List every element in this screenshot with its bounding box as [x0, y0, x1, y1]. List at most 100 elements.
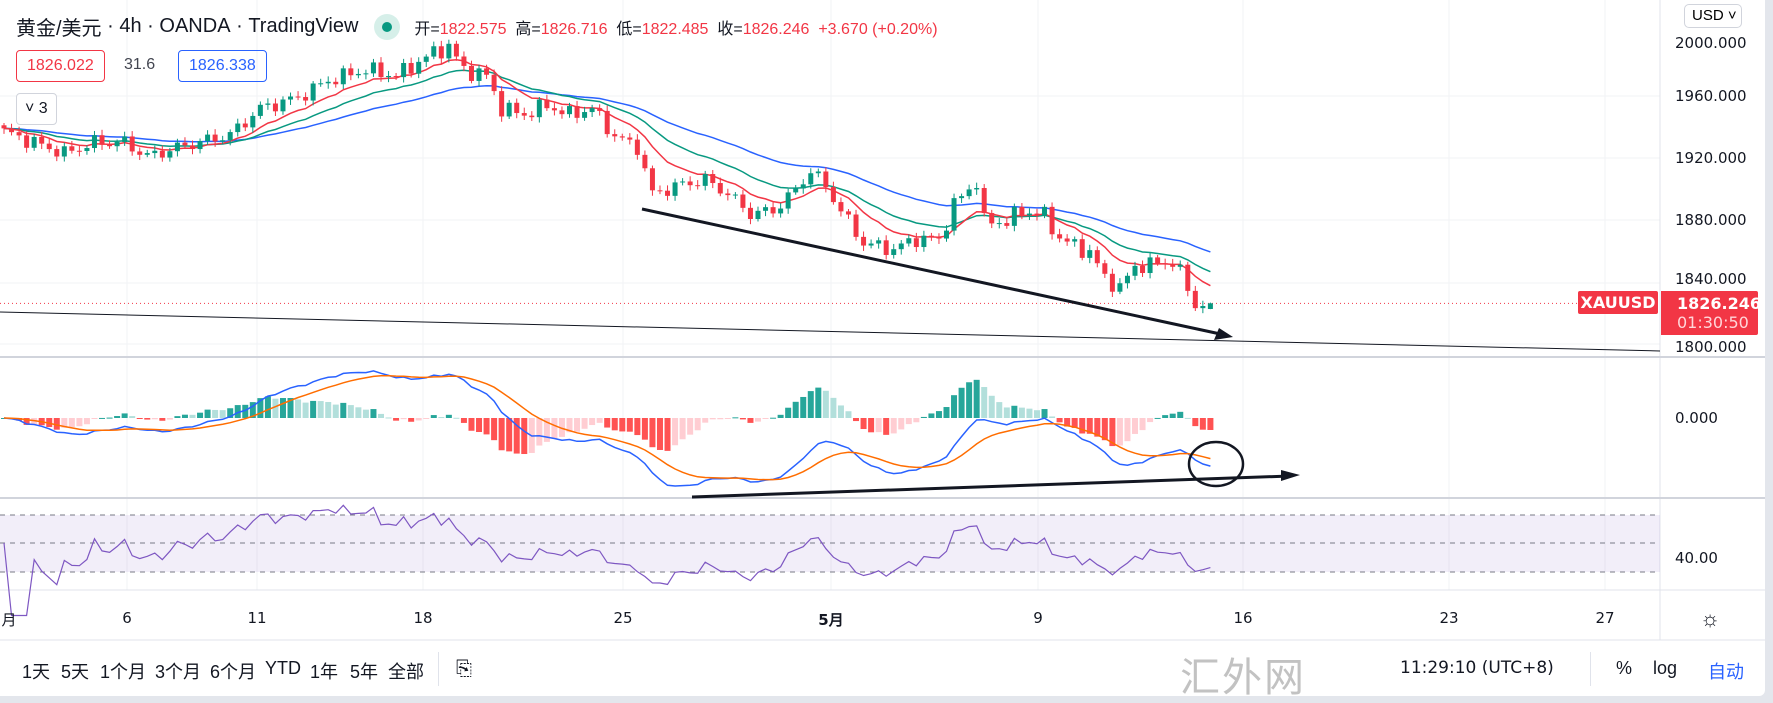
macd-histogram-bar — [249, 402, 256, 418]
candle-body — [310, 83, 316, 101]
interval[interactable]: 4h — [119, 15, 142, 37]
macd-histogram-bar — [159, 418, 166, 421]
macd-histogram-bar — [453, 417, 460, 419]
macd-histogram-bar — [755, 418, 761, 422]
macd-histogram-bar — [347, 405, 354, 418]
range-1y[interactable]: 1年 — [310, 662, 339, 682]
range-1m[interactable]: 1个月 — [100, 662, 147, 682]
range-1d[interactable]: 1天 — [22, 662, 51, 682]
percent-toggle[interactable]: % — [1616, 658, 1633, 678]
candle-body — [755, 210, 761, 219]
macd-histogram-bar — [476, 418, 483, 433]
time-label: 18 — [413, 609, 433, 627]
macd-histogram-bar — [370, 409, 377, 418]
macd-histogram-bar — [958, 387, 965, 418]
candle-body — [355, 73, 361, 76]
macd-histogram-bar — [777, 414, 784, 418]
candle-body — [144, 153, 150, 155]
candle-body — [9, 128, 15, 133]
macd-histogram-bar — [1033, 410, 1040, 418]
range-5d[interactable]: 5天 — [61, 662, 90, 682]
settings-gear-icon[interactable]: ☼ — [1700, 606, 1721, 631]
candle-body — [348, 68, 354, 76]
candle-body — [438, 46, 444, 59]
ma-slow-line — [3, 84, 1211, 253]
range-ytd[interactable]: YTD — [265, 658, 301, 678]
macd-histogram-bar — [1094, 418, 1101, 437]
candle-body — [989, 213, 995, 224]
candle-body — [107, 144, 113, 147]
macd-histogram-bar — [724, 418, 731, 419]
candle-body — [197, 141, 203, 150]
macd-histogram-bar — [581, 418, 588, 429]
candle-body — [582, 112, 588, 118]
log-toggle[interactable]: log — [1653, 658, 1678, 678]
range-all[interactable]: 全部 — [388, 662, 424, 682]
macd-histogram-bar — [23, 418, 30, 425]
macd-histogram-bar — [430, 415, 437, 418]
macd-histogram-bar — [574, 418, 581, 432]
low-key: 低= — [616, 20, 642, 38]
candle-body — [996, 223, 1002, 225]
macd-histogram-bar — [702, 418, 709, 423]
candle-body — [1147, 257, 1153, 274]
candle-body — [1019, 206, 1025, 216]
macd-histogram-bar — [973, 379, 980, 418]
ma-fast-value[interactable]: 1826.022 — [16, 50, 105, 82]
macd-histogram-bar — [890, 418, 897, 434]
macd-histogram-bar — [99, 417, 106, 419]
candle-body — [770, 207, 776, 214]
candle-body — [31, 136, 37, 148]
rsi-axis-label: 40.00 — [1675, 549, 1718, 567]
candle-body — [778, 208, 784, 214]
macd-histogram-bar — [905, 418, 912, 425]
symbol-name[interactable]: 黄金/美元 — [16, 18, 102, 40]
currency-select[interactable]: USD ˅ — [1684, 4, 1742, 28]
macd-histogram-bar — [1026, 408, 1033, 418]
macd-histogram-bar — [935, 411, 942, 418]
candle-body — [122, 136, 128, 142]
macd-histogram-bar — [837, 405, 844, 418]
high-key: 高= — [515, 20, 541, 38]
collapse-indicators-button[interactable]: ˅ 3 — [16, 93, 57, 125]
goto-date-calendar-icon[interactable]: ⎘ — [456, 658, 472, 680]
macd-histogram-bar — [966, 382, 973, 418]
macd-histogram-bar — [521, 418, 528, 455]
divider — [1590, 652, 1591, 686]
platform: TradingView — [248, 15, 359, 37]
range-5y[interactable]: 5年 — [350, 662, 379, 682]
auto-scale-toggle[interactable]: 自动 — [1708, 662, 1744, 682]
candle-body — [1011, 206, 1017, 226]
time-label: 6 — [122, 609, 132, 627]
macd-histogram-bar — [1064, 418, 1071, 427]
candle-body — [167, 151, 173, 158]
sep: · — [147, 15, 154, 37]
macd-histogram-bar — [1192, 418, 1199, 427]
candle-body — [408, 62, 414, 74]
macd-histogram-bar — [558, 418, 565, 437]
candle-body — [966, 189, 972, 197]
candle-body — [1049, 206, 1055, 235]
macd-histogram-bar — [61, 418, 68, 428]
close-key: 收= — [717, 20, 743, 38]
candle-body — [574, 106, 580, 118]
macd-histogram-bar — [634, 418, 641, 436]
macd-histogram-bar — [174, 416, 181, 418]
candle-body — [1124, 275, 1130, 284]
candle-body — [612, 134, 618, 137]
macd-histogram-bar — [121, 413, 128, 418]
candle-body — [295, 96, 301, 98]
macd-histogram-bar — [883, 418, 890, 435]
macd-histogram-bar — [770, 417, 777, 419]
candle-body — [567, 106, 572, 115]
macd-histogram-bar — [295, 399, 302, 418]
clock[interactable]: 11:29:10 (UTC+8) — [1400, 658, 1554, 678]
time-label: 月 — [1, 611, 17, 629]
candle-body — [370, 62, 376, 74]
ma-slow-value[interactable]: 1826.338 — [178, 50, 267, 82]
range-3m[interactable]: 3个月 — [155, 662, 202, 682]
macd-histogram-bar — [709, 418, 716, 420]
macd-histogram-bar — [589, 418, 596, 426]
range-6m[interactable]: 6个月 — [210, 662, 257, 682]
